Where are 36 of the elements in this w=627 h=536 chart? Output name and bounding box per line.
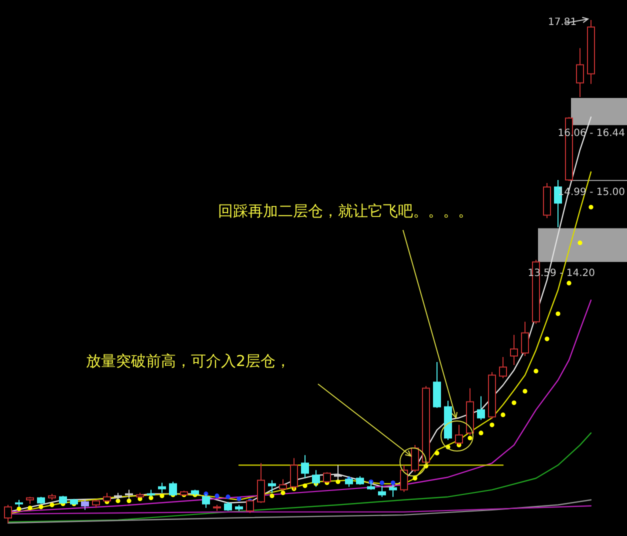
candlestick bbox=[301, 454, 309, 479]
point bbox=[214, 494, 220, 498]
point bbox=[490, 422, 494, 428]
point bbox=[16, 506, 22, 512]
point bbox=[556, 311, 560, 316]
point bbox=[380, 480, 384, 486]
point bbox=[236, 496, 242, 502]
candlestick bbox=[268, 480, 276, 494]
point bbox=[38, 504, 44, 510]
point bbox=[434, 450, 440, 456]
annotation: 回踩再加二层仓，就让它飞吧。。。。 bbox=[218, 202, 473, 220]
point bbox=[588, 204, 594, 210]
point bbox=[28, 506, 32, 510]
point bbox=[126, 498, 132, 504]
point bbox=[390, 480, 396, 486]
annotation: 放量突破前高，可介入2层仓， bbox=[86, 352, 291, 370]
point bbox=[336, 479, 340, 484]
point bbox=[534, 368, 538, 374]
point bbox=[280, 490, 286, 496]
candlestick bbox=[576, 48, 584, 98]
point bbox=[544, 336, 550, 342]
point bbox=[226, 494, 230, 500]
point bbox=[578, 240, 582, 246]
point bbox=[522, 388, 528, 394]
point bbox=[478, 430, 484, 436]
point bbox=[50, 502, 54, 508]
point bbox=[468, 436, 472, 440]
point bbox=[160, 494, 164, 498]
point bbox=[302, 483, 308, 488]
point bbox=[270, 494, 274, 498]
point bbox=[512, 400, 516, 406]
point bbox=[566, 280, 572, 286]
candlestick bbox=[587, 20, 595, 84]
candlestick bbox=[510, 334, 518, 366]
point bbox=[500, 412, 506, 418]
annotation: 17.81 bbox=[548, 17, 577, 28]
